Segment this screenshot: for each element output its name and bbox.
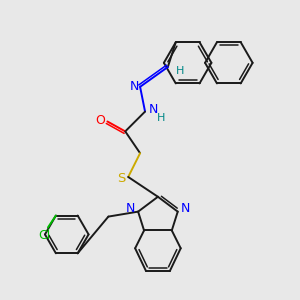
Text: N: N [130, 80, 139, 93]
Text: O: O [95, 114, 105, 127]
Text: S: S [117, 172, 125, 185]
Text: H: H [176, 66, 184, 76]
Text: N: N [181, 202, 190, 215]
Text: H: H [157, 112, 165, 122]
Text: N: N [125, 202, 135, 215]
Text: N: N [148, 103, 158, 116]
Text: Cl: Cl [38, 229, 50, 242]
